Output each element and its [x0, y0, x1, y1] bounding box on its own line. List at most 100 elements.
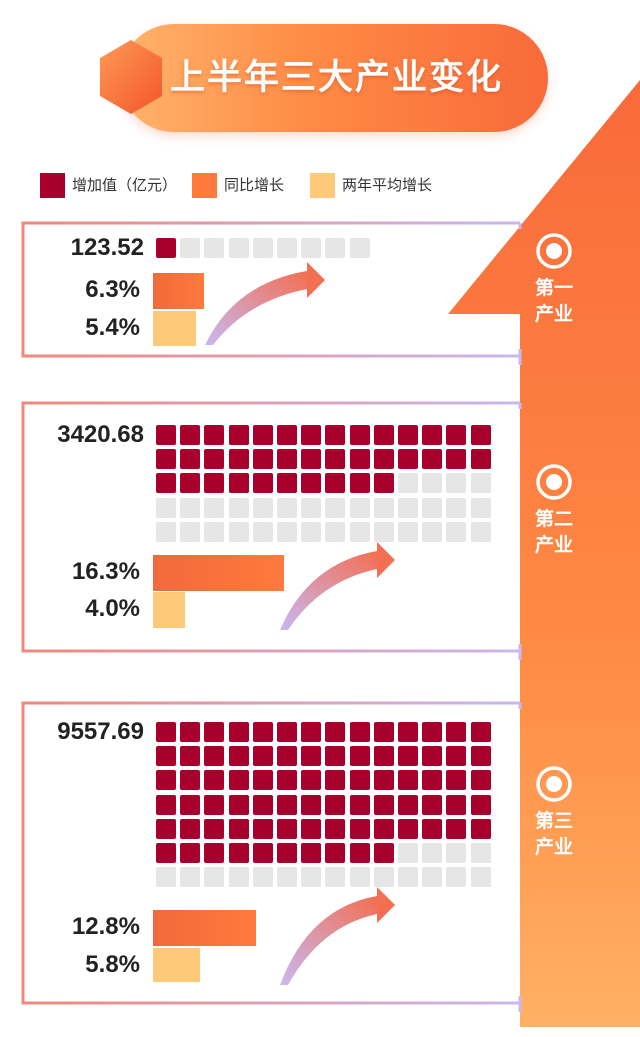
waffle-cell-filled [180, 770, 201, 791]
yoy-label: 12.8% [71, 913, 140, 940]
waffle-cell-filled [422, 818, 443, 839]
waffle-cell-empty [301, 521, 322, 542]
waffle-cell-empty [446, 521, 467, 542]
hexagon-icon [100, 40, 162, 114]
waffle-cell-empty [325, 521, 346, 542]
waffle-cell-filled [373, 425, 394, 445]
waffle-cell-filled [156, 473, 176, 494]
panel-frame [21, 701, 522, 1012]
title-banner: 上半年三大产业变化 [98, 24, 548, 132]
waffle-cell-empty [349, 521, 370, 542]
waffle-cell-empty [277, 238, 297, 258]
waffle-cell-empty [349, 867, 370, 888]
waffle-cell-empty [398, 521, 418, 542]
waffle-cell-filled [398, 794, 418, 815]
waffle-cell-empty [422, 843, 443, 863]
legend-label: 同比增长 [224, 177, 285, 194]
waffle-cell-empty [180, 497, 201, 518]
waffle-cell-filled [470, 770, 491, 791]
waffle-cell-filled [422, 449, 443, 470]
waffle-cell-filled [325, 746, 346, 767]
waffle-cell-filled [349, 794, 370, 815]
waffle-cell-filled [349, 425, 370, 445]
waffle-cell-empty [422, 867, 443, 888]
two-year-label: 5.8% [85, 951, 140, 978]
waffle-cell-filled [373, 843, 394, 863]
waffle-cell-filled [470, 746, 491, 767]
waffle-cell-filled [252, 425, 273, 445]
waffle-cell-filled [349, 818, 370, 839]
waffle-cell-filled [373, 449, 394, 470]
title-pill [120, 24, 548, 132]
waffle-cell-filled [180, 794, 201, 815]
target-icon [536, 464, 572, 500]
value-label: 3420.68 [57, 421, 144, 448]
waffle-cell-empty [373, 521, 394, 542]
waffle-cell-filled [252, 818, 273, 839]
waffle-cell-empty [156, 867, 176, 888]
waffle-cell-empty [470, 521, 491, 542]
waffle-cell-filled [228, 473, 249, 494]
waffle-cell-filled [470, 794, 491, 815]
waffle-cell-filled [277, 794, 297, 815]
waffle-cell-filled [277, 449, 297, 470]
yoy-label: 16.3% [71, 558, 140, 585]
waffle-cell-filled [325, 794, 346, 815]
sector-name-line2: 产业 [534, 535, 573, 556]
waffle-cell-filled [398, 722, 418, 742]
waffle-cell-filled [301, 818, 322, 839]
waffle-cell-filled [373, 818, 394, 839]
legend-swatch [192, 173, 217, 198]
value-label: 123.52 [70, 234, 144, 261]
panel-frame [21, 401, 522, 660]
waffle-cell-filled [325, 843, 346, 863]
sector-strip [448, 80, 640, 1027]
waffle-cell-filled [349, 770, 370, 791]
waffle-cell-filled [252, 449, 273, 470]
waffle-cell-filled [228, 425, 249, 445]
waffle-cell-filled [156, 238, 176, 258]
waffle-cell-filled [156, 794, 176, 815]
waffle-cell-empty [301, 238, 322, 258]
waffle-cell-filled [180, 843, 201, 863]
waffle-cell-filled [156, 770, 176, 791]
waffle-cell-filled [180, 722, 201, 742]
waffle-cell-filled [180, 473, 201, 494]
waffle-cell-empty [228, 521, 249, 542]
waffle-cell-empty [325, 238, 346, 258]
waffle-cell-empty [180, 867, 201, 888]
waffle-cell-filled [470, 722, 491, 742]
waffle-cell-empty [156, 521, 176, 542]
waffle-cell-filled [204, 449, 225, 470]
trend-arrow-icon [205, 262, 325, 345]
waffle-cell-filled [373, 722, 394, 742]
waffle-cell-filled [349, 746, 370, 767]
waffle-cell-filled [422, 746, 443, 767]
waffle-cell-filled [325, 722, 346, 742]
waffle-cell-filled [470, 425, 491, 445]
waffle-cell-empty [373, 867, 394, 888]
waffle-cell-empty [252, 521, 273, 542]
yoy-bar [153, 273, 204, 309]
waffle-cell-filled [180, 449, 201, 470]
waffle-cell-filled [422, 794, 443, 815]
page-title: 上半年三大产业变化 [170, 58, 504, 97]
waffle-cell-empty [446, 497, 467, 518]
waffle-cell-filled [446, 449, 467, 470]
two-year-label: 4.0% [85, 595, 140, 622]
waffle-cell-empty [204, 497, 225, 518]
waffle-cell-filled [470, 818, 491, 839]
waffle-cell-filled [204, 746, 225, 767]
waffle-cell-filled [422, 425, 443, 445]
waffle-cell-filled [373, 473, 394, 494]
waffle-cell-filled [180, 818, 201, 839]
waffle-cell-empty [252, 497, 273, 518]
waffle-cell-filled [373, 770, 394, 791]
waffle-cell-filled [204, 794, 225, 815]
waffle-cell-empty [325, 497, 346, 518]
waffle-cell-filled [301, 722, 322, 742]
waffle-cell-empty [204, 238, 225, 258]
waffle-cell-empty [252, 238, 273, 258]
waffle-cell-filled [301, 794, 322, 815]
waffle-cell-empty [204, 867, 225, 888]
